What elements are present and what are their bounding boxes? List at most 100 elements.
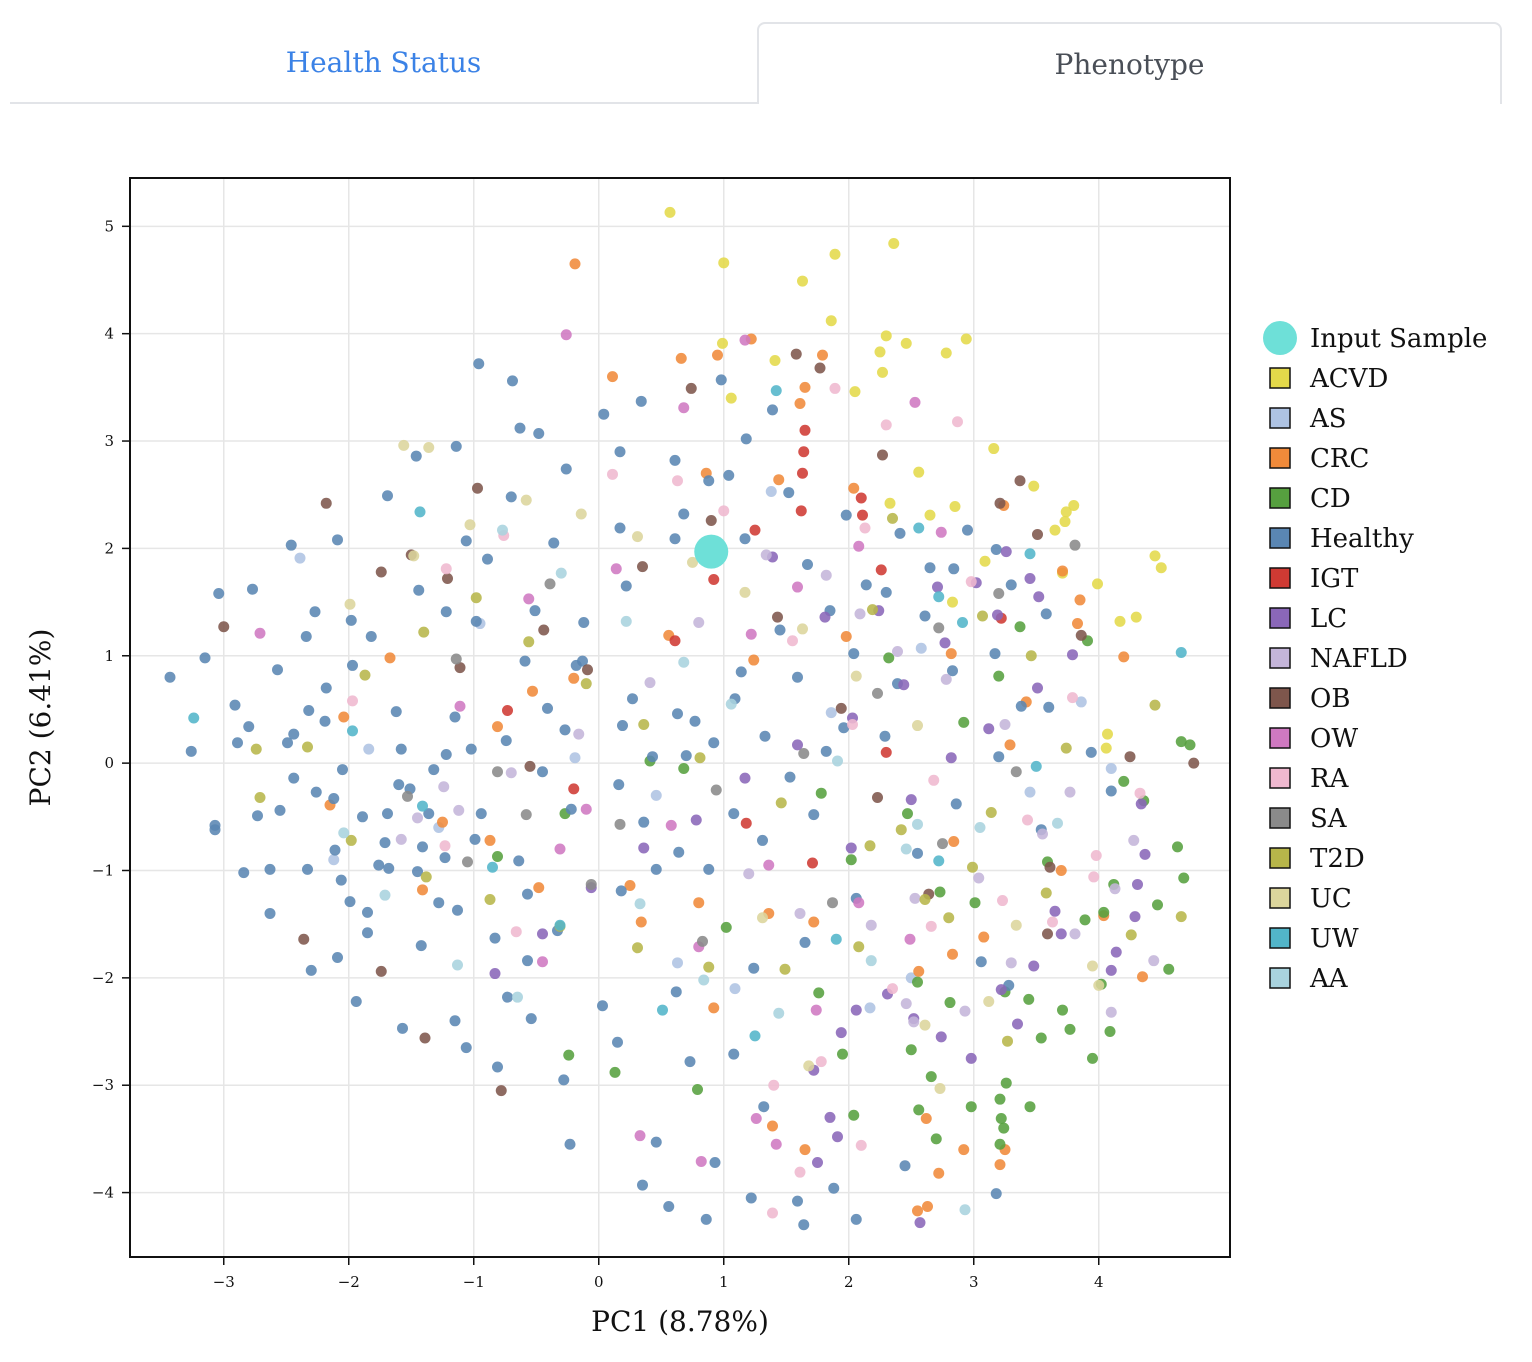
point-uc [850, 670, 862, 682]
point-uw [347, 725, 358, 737]
y-tick-label: 0 [104, 754, 114, 772]
point-ow [665, 819, 677, 831]
point-healthy [840, 509, 852, 521]
point-ob [705, 514, 717, 526]
pca-scatter-chart: −3 −2 −1 0 1 2 3 4 −4 −3 −2 −1 0 1 2 3 4 5 PC1 (8.78%) PC… [24, 177, 1487, 1338]
point-healthy [465, 743, 477, 755]
point-aa [698, 974, 710, 986]
legend-swatch-uw [1269, 927, 1291, 949]
point-uw [933, 591, 945, 603]
point-nafld [573, 728, 585, 740]
point-nafld [693, 616, 705, 628]
point-cd [837, 1048, 848, 1060]
point-t2d [523, 636, 535, 648]
point-cd [958, 716, 970, 728]
point-crc [708, 1002, 720, 1014]
tab-phenotype[interactable]: Phenotype [757, 22, 1502, 104]
point-acvd [725, 392, 737, 404]
point-crc [1057, 565, 1068, 577]
point-uc [803, 1060, 815, 1072]
input-sample-point [694, 534, 729, 569]
point-healthy [637, 1179, 648, 1191]
point-healthy [393, 779, 405, 791]
legend-swatch-sa [1269, 807, 1291, 829]
point-igt [740, 817, 752, 829]
point-healthy [519, 655, 531, 667]
point-healthy [412, 866, 423, 878]
point-healthy [382, 490, 393, 502]
point-crc [1118, 651, 1130, 663]
point-cd [1152, 899, 1163, 911]
point-healthy [792, 671, 803, 683]
point-ra [1088, 871, 1100, 883]
point-aa [620, 615, 632, 627]
point-healthy [728, 1048, 740, 1060]
point-sa [520, 809, 532, 821]
point-t2d [887, 512, 898, 524]
point-healthy [1040, 608, 1052, 620]
point-igt [795, 505, 807, 517]
point-acvd [717, 337, 728, 349]
point-crc [920, 1113, 932, 1125]
point-healthy [229, 699, 241, 711]
point-t2d [1149, 699, 1161, 711]
point-healthy [879, 730, 891, 742]
point-healthy [542, 702, 553, 714]
point-t2d [867, 604, 878, 616]
legend-label-aa: AA [1309, 964, 1349, 994]
point-cd [1163, 963, 1175, 975]
point-healthy [473, 358, 485, 370]
point-healthy [614, 522, 626, 534]
x-tick-label: 3 [969, 1273, 979, 1291]
point-ra [440, 563, 452, 575]
point-aa [452, 959, 463, 971]
point-crc [773, 474, 785, 486]
point-ow [634, 1130, 646, 1142]
point-healthy [329, 844, 341, 856]
point-healthy [715, 374, 727, 386]
point-crc [437, 816, 448, 828]
point-t2d [1025, 650, 1037, 662]
point-crc [799, 381, 811, 393]
point-t2d [1040, 887, 1052, 899]
point-ra [347, 695, 358, 707]
point-healthy [309, 606, 321, 618]
point-healthy [993, 751, 1005, 763]
point-sa [697, 935, 708, 947]
y-tick-label: 4 [104, 325, 114, 343]
point-healthy [912, 847, 923, 859]
point-healthy [449, 711, 461, 723]
point-healthy [310, 786, 322, 798]
point-uc [912, 720, 923, 732]
point-cd [925, 1071, 937, 1083]
point-as [363, 743, 375, 755]
point-healthy [783, 487, 795, 499]
point-crc [533, 882, 545, 894]
point-healthy [320, 682, 332, 694]
point-cd [1098, 906, 1110, 918]
point-crc [675, 352, 687, 364]
tab-health-status[interactable]: Health Status [10, 22, 757, 104]
point-crc [913, 965, 925, 977]
point-cd [994, 1138, 1006, 1150]
point-healthy [513, 855, 525, 867]
point-lc [792, 739, 803, 751]
point-healthy [395, 743, 407, 755]
point-crc [817, 349, 828, 361]
point-t2d [254, 791, 266, 803]
point-healthy [529, 605, 541, 617]
point-healthy [300, 630, 312, 642]
point-healthy [670, 986, 682, 998]
point-healthy [1105, 785, 1117, 797]
point-ow [560, 329, 572, 341]
legend-label-acvd: ACVD [1309, 364, 1388, 394]
point-as [1105, 762, 1117, 774]
point-uw [487, 861, 498, 873]
point-ob [835, 702, 847, 714]
point-healthy [990, 543, 1002, 555]
x-tick-label: −2 [338, 1273, 360, 1291]
point-lc [1110, 946, 1122, 958]
point-uw [957, 616, 968, 628]
point-crc [338, 711, 350, 723]
point-igt [855, 492, 867, 504]
